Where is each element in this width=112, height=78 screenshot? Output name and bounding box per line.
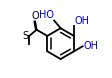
Text: O: O [31, 11, 39, 21]
Text: S: S [22, 31, 29, 41]
Text: HO: HO [39, 10, 54, 20]
Text: OH: OH [83, 41, 98, 51]
Text: OH: OH [74, 16, 89, 26]
